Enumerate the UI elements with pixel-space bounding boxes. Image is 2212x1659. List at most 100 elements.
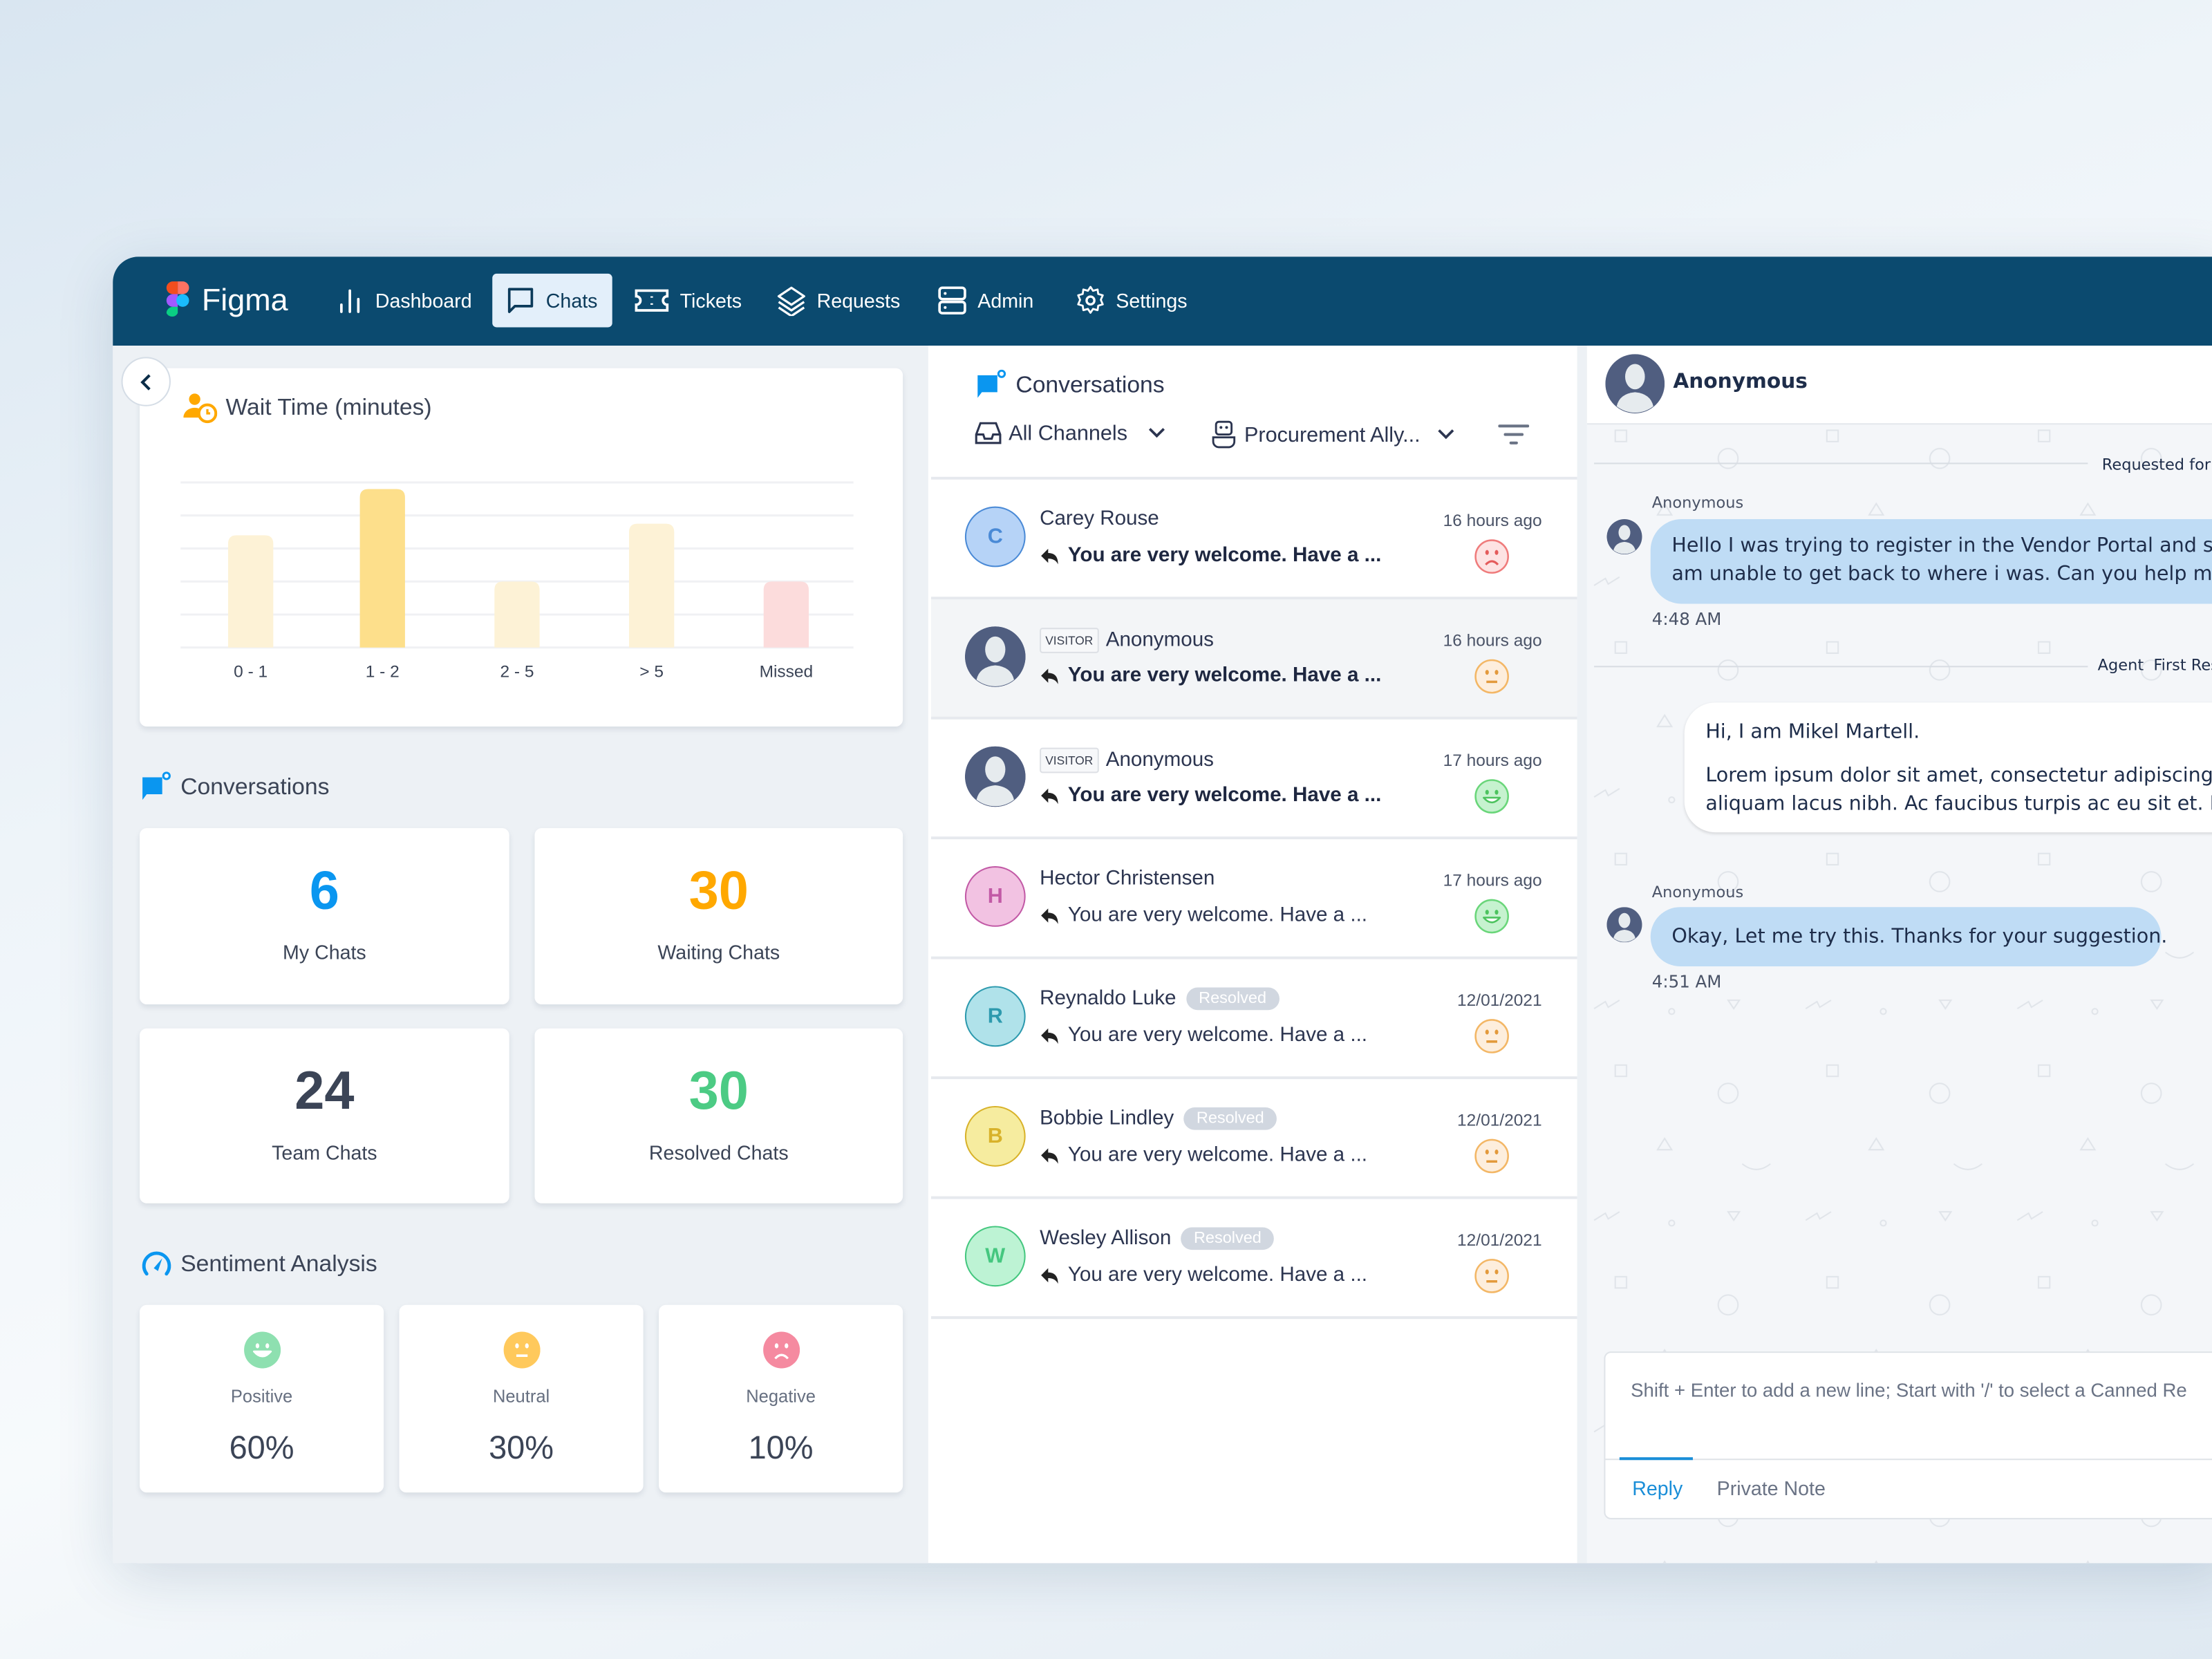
bar-0[interactable] [227,535,274,648]
last-message: You are very welcome. Have a ... [1040,664,1381,687]
nav-dashboard-label: Dashboard [375,289,472,312]
user-clock-icon [183,393,218,424]
layers-icon [777,286,805,317]
filter-lines-icon [1498,424,1530,444]
x-tick-label: Missed [760,663,814,682]
conversation-row[interactable]: R Reynaldo Luke Resolved You are very welco… [930,959,1577,1080]
bar-1[interactable] [359,489,405,648]
nav-admin[interactable]: Admin [924,274,1047,328]
nav-dashboard[interactable]: Dashboard [321,274,485,328]
neutral-face-icon [1474,1019,1509,1053]
visitor-avatar [964,746,1026,807]
resolved-badge: Resolved [1185,987,1280,1011]
neutral-face-icon [503,1331,540,1369]
initial-avatar: H [964,866,1026,927]
message-line: Hi, I am Mikel Martell. [1705,720,1920,744]
last-message: You are very welcome. Have a ... [1040,1264,1367,1286]
list-divider [930,476,1577,480]
message-time: 4:51 AM [1651,972,1722,992]
tab-reply[interactable]: Reply [1632,1477,1683,1500]
sort-filter-button[interactable] [1498,423,1530,453]
channel-filter-dropdown[interactable]: All Channels [975,420,1165,446]
sender-avatar [1606,907,1642,943]
initial-avatar: C [964,506,1026,568]
conversation-list-title-text: Conversations [1015,371,1165,397]
stat-card-my-chats[interactable]: 6 My Chats [140,827,509,1005]
tab-private-note[interactable]: Private Note [1716,1477,1826,1500]
message-line: am unable to get back to where i was. Ca… [1671,563,2212,585]
message-line: aliquam lacus nibh. Ac faucibus turpis a… [1705,792,2212,816]
sentiment-value: 10% [748,1429,814,1466]
stat-card-team-chats[interactable]: 24 Team Chats [140,1028,509,1203]
last-message-text: You are very welcome. Have a ... [1067,784,1382,807]
figma-logo-icon [166,281,189,317]
conversation-row[interactable]: W Wesley Allison Resolved You are very welc… [930,1199,1577,1320]
server-icon [938,286,966,315]
reply-arrow-icon [1041,1148,1058,1164]
nav-chats[interactable]: Chats [492,273,612,328]
message-sender: Anonymous [1651,494,1744,512]
visitor-message-bubble: Okay, Let me try this. Thanks for your s… [1650,907,2168,966]
contact-name: Bobbie Lindley [1040,1107,1174,1130]
stat-card-waiting-chats[interactable]: 30 Waiting Chats [534,827,903,1005]
initial-avatar: W [964,1226,1026,1287]
conversation-row[interactable]: VISITOR Anonymous You are very welcome. Ha… [930,719,1577,840]
nav-requests[interactable]: Requests [763,274,913,328]
message-line: Okay, Let me try this. Thanks for your s… [1671,925,2168,948]
bar-3[interactable] [628,523,675,648]
stat-label: Team Chats [272,1141,377,1164]
contact-name-line: Bobbie Lindley Resolved [1040,1107,1277,1130]
last-message-text: You are very welcome. Have a ... [1067,544,1382,568]
ticket-icon [635,289,669,312]
agent-divider-label: Agent First Res [2097,655,2212,675]
x-tick-label: 2 - 5 [500,663,534,682]
sentiment-card-negative: Negative 10% [659,1304,903,1493]
conversation-row[interactable]: C Carey Rouse You are very welcome. Have a… [930,479,1577,600]
conversation-row[interactable]: B Bobbie Lindley Resolved You are very welc… [930,1079,1577,1199]
last-message-text: You are very welcome. Have a ... [1067,1144,1368,1167]
nav-settings[interactable]: Settings [1062,274,1200,328]
last-message-text: You are very welcome. Have a ... [1067,904,1368,927]
stat-card-resolved-chats[interactable]: 30 Resolved Chats [534,1028,903,1203]
brand-logo[interactable]: Figma [165,281,288,320]
bar-2[interactable] [494,581,540,648]
chat-icon [507,288,534,313]
timestamp: 12/01/2021 [1457,1230,1542,1250]
contact-avatar [1605,354,1665,413]
sentiment-label: Negative [746,1387,816,1407]
timestamp: 17 hours ago [1443,750,1542,771]
timestamp: 16 hours ago [1443,510,1542,531]
sentiment-card-neutral: Neutral 30% [399,1304,644,1493]
resolved-badge: Resolved [1183,1107,1277,1130]
chevron-left-icon [140,373,150,390]
conversation-row[interactable]: H Hector Christensen You are very welcome.… [930,839,1577,959]
conversation-flag-icon [142,771,171,800]
composer-input[interactable]: Shift + Enter to add a new line; Start w… [1631,1379,2187,1401]
bot-filter-dropdown[interactable]: Procurement Ally... [1212,420,1454,449]
bot-filter-value: Procurement Ally... [1244,422,1421,447]
active-tab-indicator [1619,1457,1693,1461]
bar-chart-icon [340,289,360,313]
stat-value: 6 [309,861,339,921]
bar-4[interactable] [763,581,809,648]
collapse-panel-button[interactable] [121,357,171,406]
stat-label: Resolved Chats [648,1141,789,1164]
last-message: You are very welcome. Have a ... [1040,1144,1367,1167]
nav-tickets[interactable]: Tickets [621,274,755,328]
contact-name-line: VISITOR Anonymous [1040,747,1214,774]
nav-settings-label: Settings [1116,289,1188,312]
conversation-row[interactable]: VISITOR Anonymous You are very welcome. Ha… [930,599,1577,720]
conversations-section-title: Conversations [141,771,329,803]
requested-divider-label: Requested for [2101,456,2211,474]
initial-avatar: R [964,986,1026,1047]
stat-value: 24 [294,1062,355,1122]
stat-value: 30 [688,1062,749,1122]
timestamp: 16 hours ago [1443,630,1542,650]
initial-avatar: B [964,1105,1026,1167]
sender-avatar [1606,519,1642,555]
wait-time-title: Wait Time (minutes) [183,392,432,424]
reply-arrow-icon [1041,788,1058,805]
contact-name: Anonymous [1105,749,1214,772]
last-message: You are very welcome. Have a ... [1040,904,1367,927]
chevron-down-icon [1149,428,1165,438]
